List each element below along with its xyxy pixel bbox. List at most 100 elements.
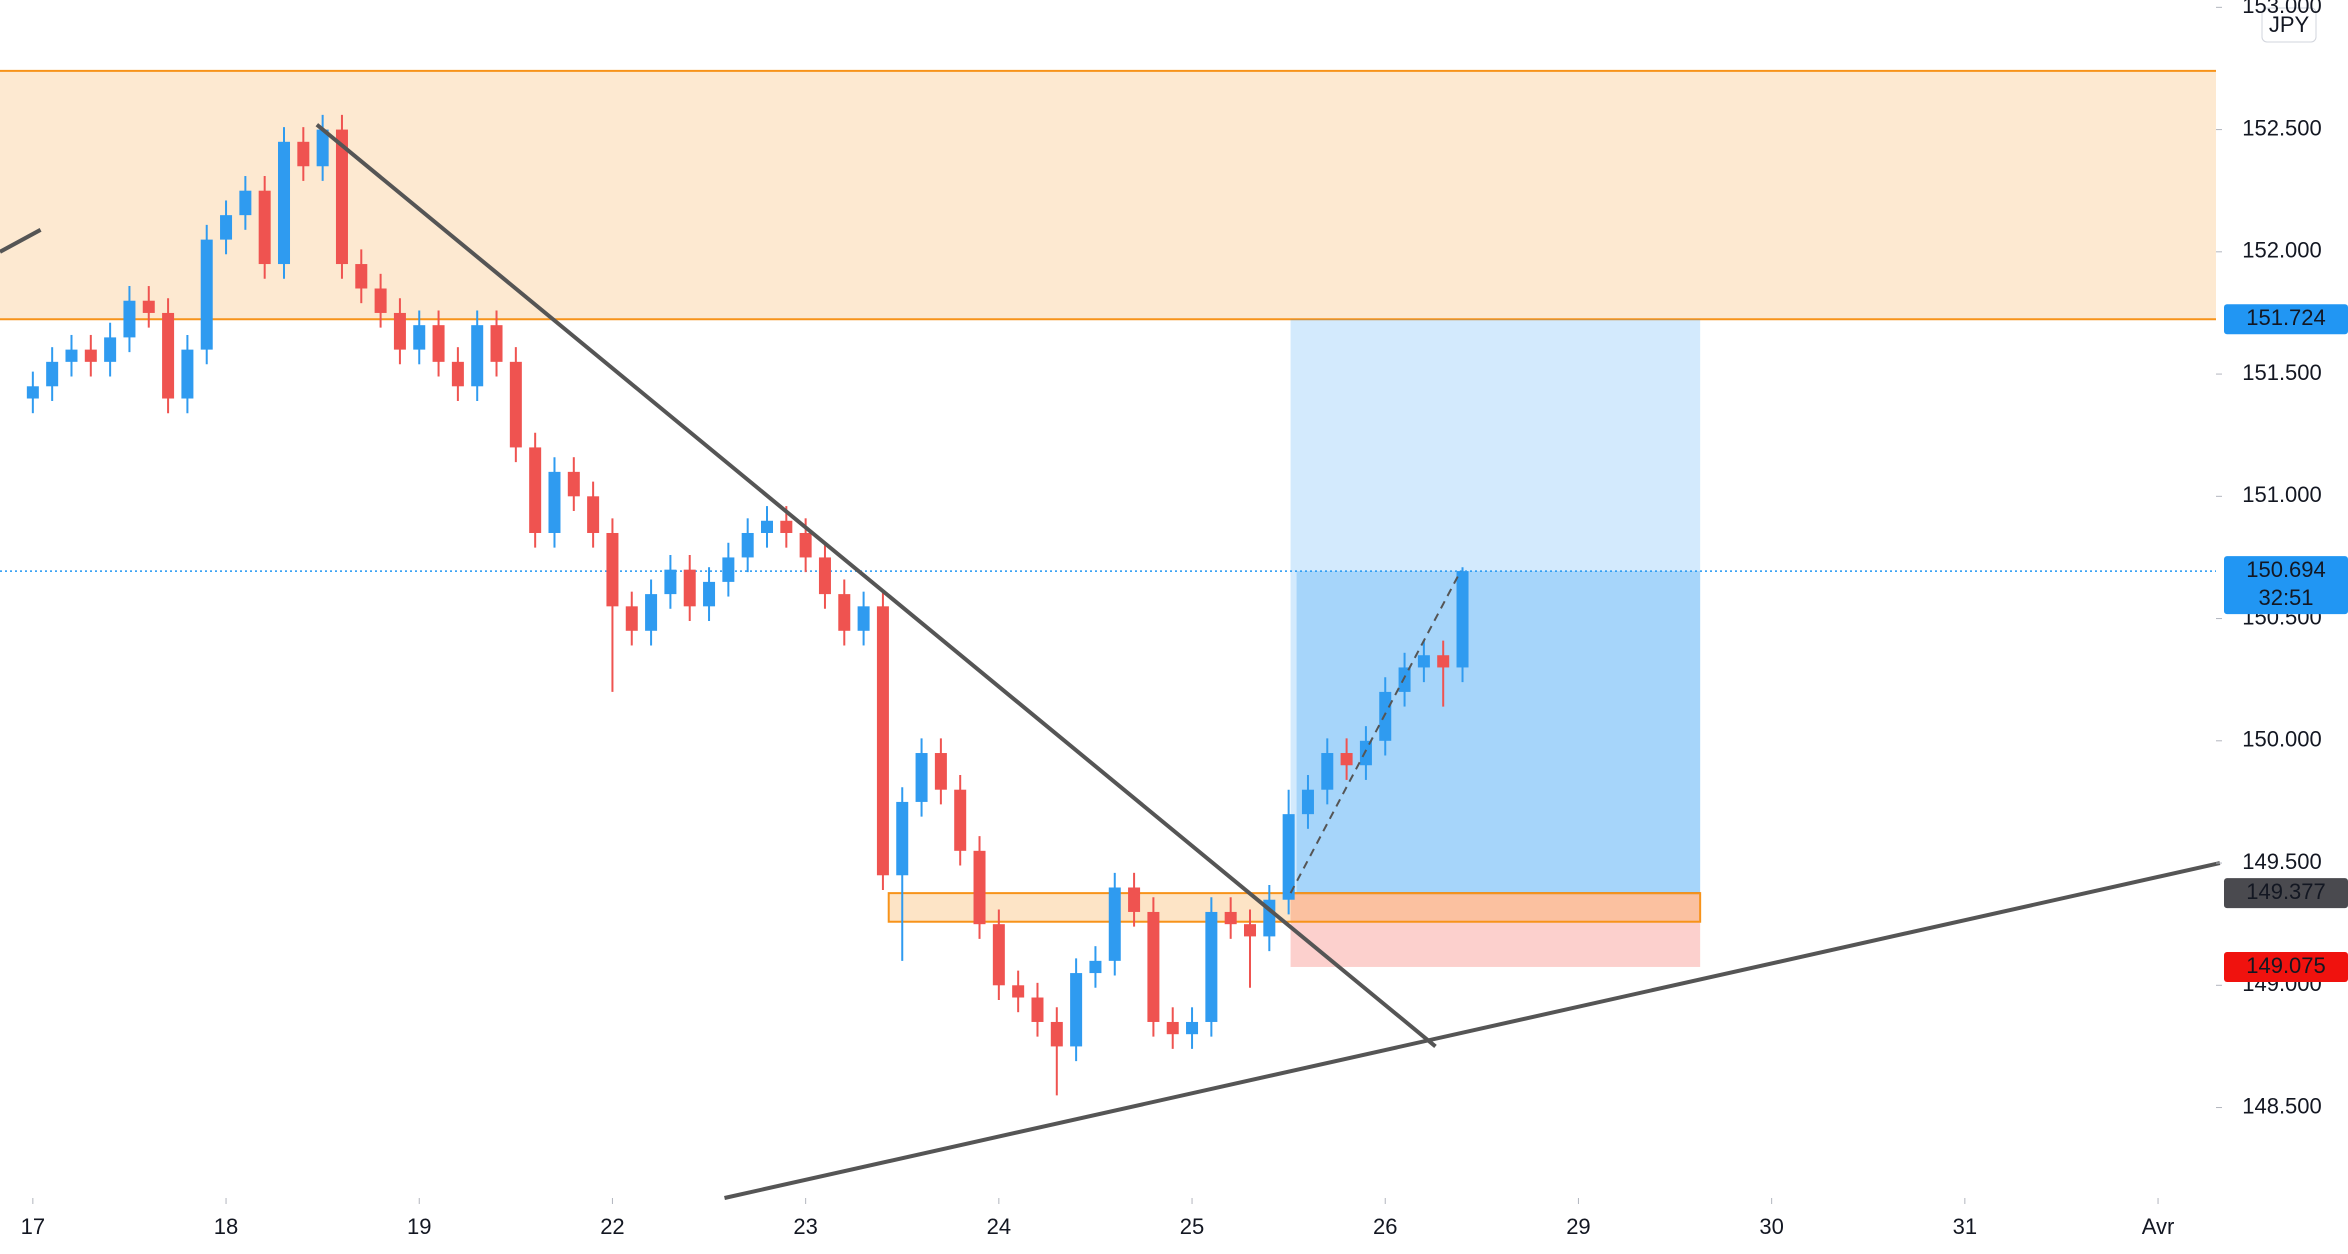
y-tick-label: 151.500 [2242,360,2322,385]
y-tick-label: 152.000 [2242,238,2322,263]
stop-zone [1290,893,1701,967]
candle-body [587,496,600,533]
x-tick-label: 25 [1180,1214,1204,1239]
candle-body [220,215,233,240]
trend-line [0,228,42,254]
candle-body [239,190,252,216]
candle-body [200,239,213,350]
candle-body [1301,789,1314,815]
candle-body [1282,814,1295,900]
candle-body [606,532,619,607]
y-tick-label: 151.000 [2242,482,2322,507]
candle-body [799,532,812,558]
target-price-label-box [2224,304,2348,335]
candle-body [1379,691,1392,741]
candle-body [162,312,175,399]
candle-body [84,349,97,362]
last-price-label: 150.694 [2246,557,2326,582]
currency: JPY [2269,12,2310,37]
target-price-label: 151.724 [2246,305,2326,330]
candle-body [548,471,561,533]
candle-body [1070,973,1083,1047]
candle-body [664,569,677,595]
candle-body [992,924,1005,986]
y-tick-label: 149.500 [2242,849,2322,874]
x-tick-label: Avr [2142,1214,2175,1239]
entry-price-label: 149.377 [2246,879,2326,904]
candle-body [1321,753,1334,790]
candle-body [181,349,194,399]
candle-body [451,361,464,387]
candle-body [335,129,348,265]
stop-price-label: 149.075 [2246,953,2326,978]
candle-body [973,850,986,925]
candle-body [355,264,368,289]
candle-body [857,606,870,631]
candle-body [818,557,831,595]
stop-price-label-box [2224,951,2348,982]
candle-body [1224,911,1237,925]
candle-body [509,361,522,448]
candles-layer [26,114,1469,1096]
candle-body [46,361,59,387]
x-tick-label: 30 [1759,1214,1783,1239]
trend-line [315,123,1437,1048]
candle-body [1359,740,1372,766]
candle-body [490,325,503,362]
candle-body [1050,1021,1063,1047]
candle-body [761,520,774,533]
x-tick-label: 24 [987,1214,1011,1239]
candle-body [65,349,78,362]
x-tick-label: 26 [1373,1214,1397,1239]
candle-body [876,606,889,876]
candle-body [645,594,658,631]
candle-body [104,337,117,362]
candle-body [838,594,851,631]
entry-price-label-box [2224,878,2348,909]
candle-body [896,801,909,876]
candle-body [1417,655,1430,668]
candle-body [1186,1021,1199,1035]
y-tick-label: 148.500 [2242,1093,2322,1118]
x-tick-label: 17 [21,1214,45,1239]
x-tick-label: 31 [1953,1214,1977,1239]
resistance-zone [0,70,2216,320]
candle-body [432,325,445,362]
x-tick-label: 23 [793,1214,817,1239]
candle-body [1089,960,1102,974]
profit-progress [1296,571,1701,894]
y-tick-label: 152.500 [2242,115,2322,140]
candle-body [258,190,271,265]
candle-body [374,288,387,313]
candle-body [413,325,426,350]
candle-body [1147,911,1160,1022]
candle-body [1166,1021,1179,1035]
drawings-layer [0,123,2221,1200]
candle-body [297,141,310,167]
candle-body [1031,997,1044,1022]
candle-body [316,129,329,167]
x-tick-label: 22 [600,1214,624,1239]
candle-body [393,312,406,350]
candle-body [123,300,136,338]
candle-body [722,557,735,582]
candle-body [954,789,967,851]
candle-body [1244,924,1257,937]
candle-body [1437,655,1450,668]
x-tick-label: 18 [214,1214,238,1239]
y-tick-label: 150.000 [2242,727,2322,752]
currency-box[interactable] [2261,7,2317,43]
trend-line [1289,570,1462,894]
candle-body [1108,887,1121,961]
candle-body [529,447,542,533]
candle-body [1128,887,1141,912]
countdown-label: 32:51 [2258,585,2313,610]
candle-body [741,532,754,558]
candle-body [278,141,291,265]
y-tick-label: 153.000 [2242,0,2322,18]
zones-layer [0,69,2216,967]
axes-layer: JPY 148.500149.000149.500150.000150.5001… [21,0,2348,1239]
candle-body [625,606,638,631]
